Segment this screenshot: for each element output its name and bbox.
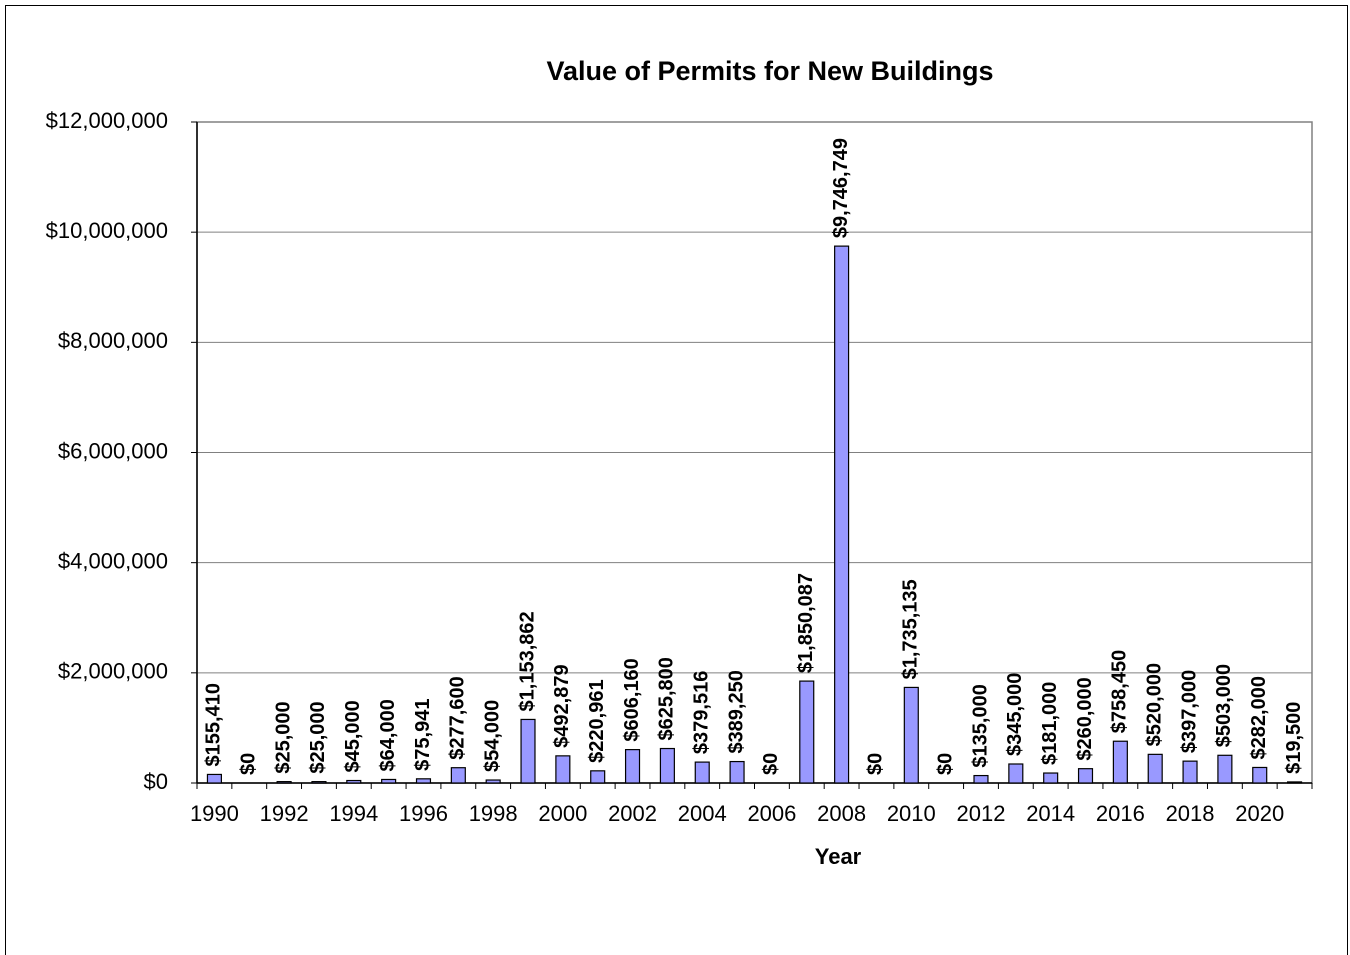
data-label: $1,153,862 [516,611,538,711]
x-tick-label: 2006 [747,801,796,826]
data-label: $492,879 [551,664,573,747]
x-axis-label: Year [815,844,862,869]
x-tick-label: 2016 [1096,801,1145,826]
bar [799,680,815,784]
bar [1287,781,1303,784]
bar [903,686,919,784]
data-label: $282,000 [1248,676,1270,759]
bar [1112,740,1128,784]
data-label: $1,850,087 [795,573,817,673]
x-tick-label: 1990 [190,801,239,826]
bar [520,718,536,784]
data-label: $389,250 [725,670,747,753]
y-tick-label: $10,000,000 [46,218,168,243]
data-label: $625,800 [656,657,678,740]
data-label: $181,000 [1039,682,1061,765]
bar [206,773,222,784]
data-label: $260,000 [1074,677,1096,760]
data-label: $25,000 [307,701,329,773]
data-label: $0 [238,753,260,775]
bar [1252,766,1268,784]
bar [1008,763,1024,784]
bar [1217,754,1233,784]
x-tick-label: 2010 [887,801,936,826]
y-tick-label: $6,000,000 [58,438,168,463]
bar [659,747,675,784]
x-tick-label: 1994 [329,801,378,826]
data-label: $19,500 [1283,702,1305,774]
bar [1077,768,1094,784]
y-tick-label: $8,000,000 [58,328,168,353]
bar [729,760,745,784]
chart-title: Value of Permits for New Buildings [546,56,993,86]
x-tick-label: 2018 [1166,801,1215,826]
data-label: $45,000 [342,700,364,772]
x-tick-label: 2012 [957,801,1006,826]
data-label: $75,941 [412,699,434,771]
data-label: $155,410 [203,683,225,766]
bar [1182,760,1198,784]
bar [1043,772,1059,784]
y-tick-label: $12,000,000 [46,108,168,133]
data-label: $25,000 [272,701,294,773]
bar [450,767,466,784]
bar [555,755,571,784]
bar [1147,753,1163,784]
bar [346,779,362,784]
bar [381,778,397,784]
data-label: $379,516 [691,671,713,754]
data-label: $9,746,749 [830,138,852,238]
bar [624,749,641,784]
data-label: $1,735,135 [900,579,922,679]
x-tick-label: 1998 [469,801,518,826]
data-label: $277,600 [447,676,469,759]
x-tick-label: 1996 [399,801,448,826]
bar [590,770,606,784]
x-tick-label: 2002 [608,801,657,826]
data-label: $758,450 [1109,650,1131,733]
bar [311,781,327,784]
data-label: $135,000 [969,684,991,767]
bar [415,778,432,784]
y-tick-label: $2,000,000 [58,659,168,684]
data-label: $606,160 [621,658,643,741]
data-label: $0 [760,753,782,775]
data-label: $220,961 [586,679,608,762]
y-tick-label: $4,000,000 [58,548,168,573]
x-tick-label: 2014 [1026,801,1075,826]
x-tick-label: 2020 [1235,801,1284,826]
data-label: $64,000 [377,699,399,771]
y-tick-label: $0 [144,769,168,794]
bar [694,761,710,784]
data-label: $503,000 [1213,664,1235,747]
data-label: $54,000 [481,700,503,772]
bar [485,779,501,784]
bar [276,781,292,784]
data-label: $0 [934,753,956,775]
x-tick-label: 1992 [260,801,309,826]
bar [973,774,989,784]
data-label: $520,000 [1143,663,1165,746]
data-label: $0 [865,753,887,775]
data-label: $345,000 [1004,673,1026,756]
x-tick-label: 2004 [678,801,727,826]
bar [834,245,850,784]
x-tick-label: 2000 [538,801,587,826]
x-tick-label: 2008 [817,801,866,826]
data-label: $397,000 [1178,670,1200,753]
